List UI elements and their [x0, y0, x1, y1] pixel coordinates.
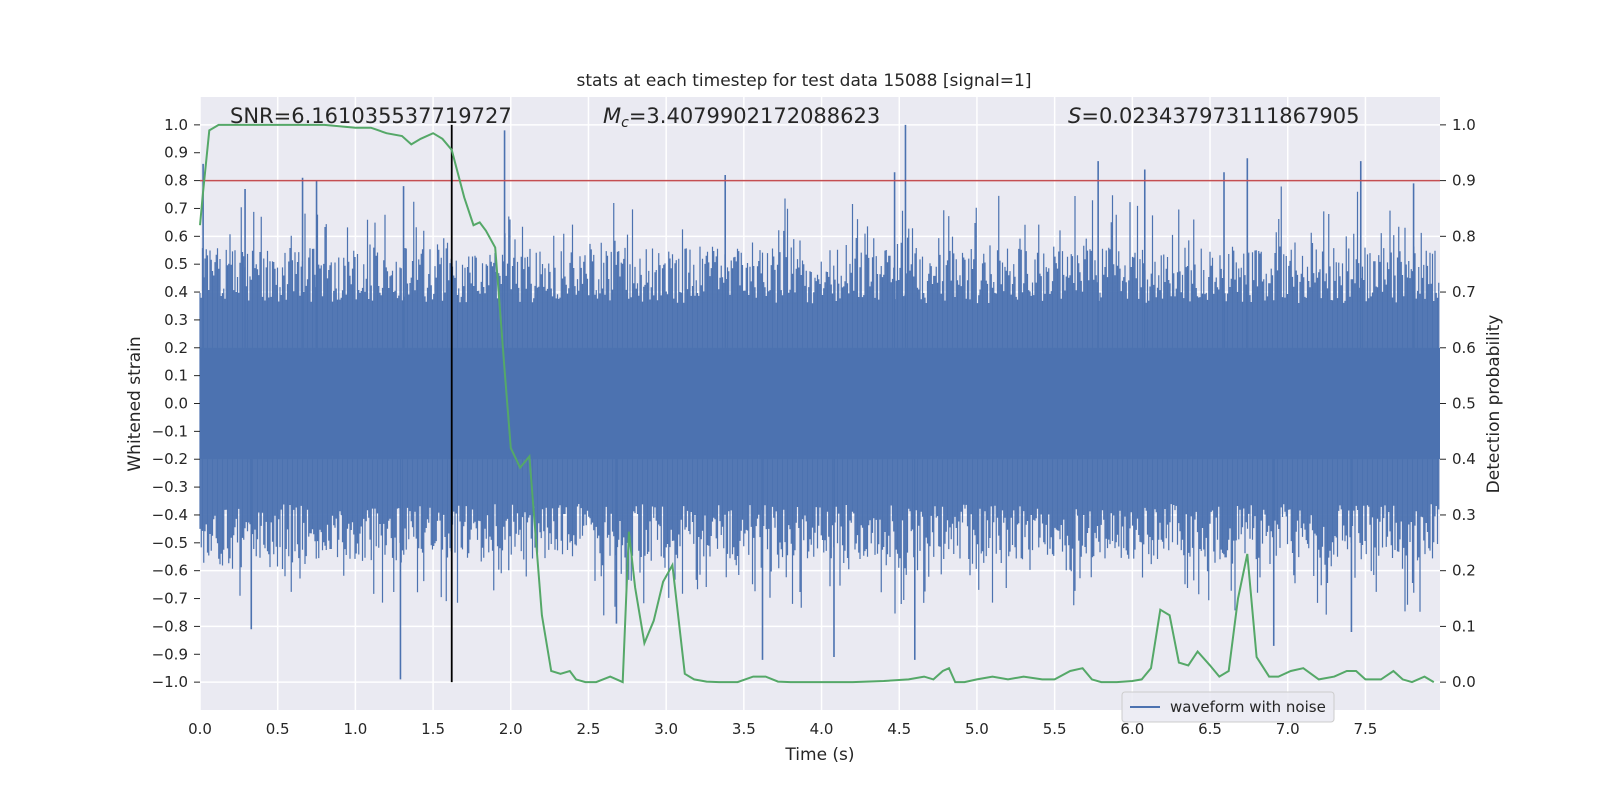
x-tick-label: 0.5 [266, 720, 290, 738]
y-tick-label: 0.0 [164, 395, 188, 413]
y2-tick-label: 0.3 [1452, 506, 1476, 524]
x-tick-label: 0.0 [188, 720, 212, 738]
y-tick-label: 0.2 [164, 339, 188, 357]
y2-tick-label: 1.0 [1452, 116, 1476, 134]
y-tick-label: 0.3 [164, 311, 188, 329]
x-tick-label: 3.0 [654, 720, 678, 738]
legend-box [1121, 691, 1335, 723]
y2-tick-label: 0.5 [1452, 395, 1476, 413]
y-tick-label: −1.0 [152, 673, 188, 691]
y-tick-label: −0.3 [152, 478, 188, 496]
y-tick-label: 0.5 [164, 255, 188, 273]
y2-axis-label: Detection probability [1484, 315, 1504, 494]
x-tick-label: 2.5 [577, 720, 601, 738]
y-tick-label: 0.4 [164, 283, 188, 301]
detection-probability-line [199, 123, 1435, 684]
mc-subscript: c [621, 115, 629, 131]
y-tick-label: 0.9 [164, 144, 188, 162]
y-tick-label: −0.1 [152, 422, 188, 440]
y-tick-label: −0.9 [152, 645, 188, 663]
x-tick-label: 1.5 [421, 720, 445, 738]
x-tick-label: 6.5 [1198, 720, 1222, 738]
tick-labels: 0.0 0.5 1.0 1.5 2.0 2.5 3.0 3.5 4.0 4.5 5.0 5.5 6.0 6… [152, 116, 1476, 738]
mc-value: =3.4079902172088623 [629, 104, 880, 128]
annotation-snr: SNR=6.161035537719727 [230, 104, 512, 128]
x-tick-label: 3.5 [732, 720, 756, 738]
x-tick-label: 1.0 [343, 720, 367, 738]
annotation-s: S=0.023437973111867905 [1068, 104, 1359, 128]
mc-symbol: M [603, 104, 621, 128]
x-tick-label: 2.0 [499, 720, 523, 738]
y-tick-label: 0.6 [164, 227, 188, 245]
y-tick-label: −0.5 [152, 534, 188, 552]
x-tick-label: 7.0 [1276, 720, 1300, 738]
y-tick-label: −0.8 [152, 617, 188, 635]
x-tick-label: 5.5 [1043, 720, 1067, 738]
y-tick-label: 0.1 [164, 367, 188, 385]
y2-tick-label: 0.8 [1452, 227, 1476, 245]
y2-tick-label: 0.4 [1452, 450, 1476, 468]
y-tick-label: −0.7 [152, 590, 188, 608]
waveform-core [200, 347, 1440, 460]
y2-tick-label: 0.0 [1452, 673, 1476, 691]
y-tick-label: 0.8 [164, 172, 188, 190]
y-axis-label: Whitened strain [125, 336, 145, 471]
annotation-chirp-mass: Mc=3.4079902172088623 [603, 104, 880, 131]
y2-tick-label: 0.7 [1452, 283, 1476, 301]
y-tick-label: 1.0 [164, 116, 188, 134]
chart-title: stats at each timestep for test data 150… [577, 71, 1032, 91]
y2-tick-label: 0.1 [1452, 617, 1476, 635]
waveform-series [199, 124, 1440, 680]
y2-tick-label: 0.9 [1452, 172, 1476, 190]
x-tick-label: 7.5 [1353, 720, 1377, 738]
y-tick-label: −0.2 [152, 450, 188, 468]
legend: waveform with noise [1121, 691, 1335, 723]
x-tick-label: 5.0 [965, 720, 989, 738]
y2-tick-label: 0.2 [1452, 562, 1476, 580]
overlay-layer [199, 123, 1440, 684]
x-tick-label: 4.0 [810, 720, 834, 738]
y2-tick-label: 0.6 [1452, 339, 1476, 357]
x-axis-label: Time (s) [784, 745, 854, 765]
y-tick-label: −0.4 [152, 506, 188, 524]
s-value: =0.023437973111867905 [1081, 104, 1359, 128]
x-tick-label: 6.0 [1120, 720, 1144, 738]
s-symbol: S [1068, 104, 1081, 128]
legend-label-waveform: waveform with noise [1170, 698, 1326, 716]
y-tick-label: 0.7 [164, 199, 188, 217]
y-tick-label: −0.6 [152, 562, 188, 580]
x-tick-label: 4.5 [887, 720, 911, 738]
